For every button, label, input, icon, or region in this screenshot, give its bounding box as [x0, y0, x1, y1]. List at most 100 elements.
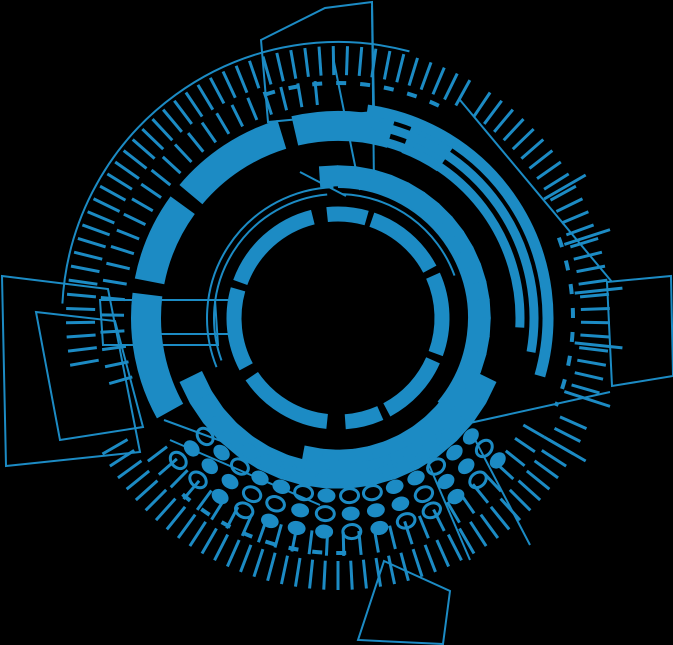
tick-ring-outer-tick-39: [407, 57, 419, 87]
tick-ring-inner-tick-41: [307, 530, 314, 555]
tick-ring-outer-tick-104: [165, 505, 187, 531]
tick-ring-outer-tick-67: [574, 371, 604, 381]
left-callout-panel: [0, 274, 142, 468]
tick-ring-outer-tick-1: [67, 346, 97, 353]
tick-ring-inner-tick-51: [157, 457, 178, 476]
tick-ring-inner-tick-35: [403, 520, 414, 545]
tick-ring-right-tick-1: [563, 228, 611, 246]
tick-ring-outer-tick-38: [395, 53, 406, 83]
tick-ring-outer-tick-96: [266, 552, 277, 582]
data-dot-matrix-dot-r1-c5: [361, 484, 383, 502]
data-dot-matrix-dot-r0-c3: [399, 454, 417, 470]
inner-core-ring: [226, 206, 450, 430]
tick-ring-outer-tick-58: [573, 250, 603, 261]
tick-ring-outer-tick-48: [511, 127, 535, 151]
data-dot-matrix-dot-r0-c12: [223, 429, 244, 449]
dashed-block-ring-block-16: [465, 332, 490, 355]
heavy-segmented-ring-seg-1: [134, 196, 195, 285]
data-dot-matrix-dot-r1-c3: [407, 470, 425, 486]
tick-ring-outer-tick-47: [502, 118, 525, 142]
tick-ring-outer-tick-28: [261, 56, 273, 85]
tick-ring-outer-tick-89: [361, 559, 368, 589]
tick-ring-outer-tick-11: [87, 210, 115, 225]
tick-ring-inner-tick-2: [101, 344, 127, 352]
tick-ring-outer-tick-9: [77, 237, 107, 249]
thin-guide-ring-outer: [206, 186, 470, 403]
tick-ring-outer-tick-46: [493, 108, 514, 133]
tick-ring-inner-tick-7: [106, 261, 131, 271]
data-dot-matrix-dot-r3-c5: [370, 520, 389, 536]
tick-ring-inner-tick-3: [100, 329, 125, 334]
data-dot-matrix-dot-r3-c8: [287, 520, 306, 536]
tick-ring-inner-tick-1: [104, 360, 129, 369]
tick-ring-inner-tick-11: [131, 197, 154, 213]
tick-ring-outer-tick-10: [81, 223, 111, 237]
data-dot-matrix-dot-r1-c11: [229, 457, 250, 476]
tick-ring-outer-tick-62: [580, 307, 610, 312]
tick-ring-outer-tick-79: [479, 513, 500, 539]
tick-ring-inner-tick-5: [100, 296, 125, 302]
thin-guide-ring-outer-seg-1: [337, 186, 470, 403]
tick-ring-outer-tick-66: [577, 358, 607, 367]
data-dot-matrix-dot-r3-c13: [168, 450, 188, 471]
tick-ring-outer-tick-90: [349, 560, 354, 590]
tick-ring-outer-tick-2: [66, 333, 96, 339]
tick-ring-right-tick-2: [574, 286, 623, 295]
left-inner-panel: [34, 310, 145, 442]
tick-ring-right-tick-0: [543, 173, 587, 201]
tick-ring-outer-tick-74: [525, 469, 551, 491]
tick-ring-outer-tick-111: [101, 438, 129, 456]
tick-ring-outer-tick-68: [571, 383, 600, 395]
tick-ring-inner-tick-16: [186, 132, 205, 153]
data-dot-matrix-dot-r3-c10: [234, 501, 255, 520]
tick-ring-inner-tick-21: [262, 91, 273, 116]
data-dot-matrix-dot-r1-c4: [385, 479, 404, 494]
bottom-segment-ring-block-16: [179, 370, 213, 404]
data-dot-matrix-dot-r3-c11: [211, 488, 229, 505]
tick-ring-outer-tick-18: [141, 127, 165, 151]
tick-ring-inner-tick-52: [146, 445, 168, 463]
data-dot-matrix-dot-r1-c6: [339, 487, 361, 505]
tick-ring-outer-tick-57: [569, 237, 599, 249]
tick-ring-outer-tick-44: [472, 91, 492, 118]
tick-ring-outer: [66, 46, 610, 590]
tick-ring-outer-tick-94: [293, 557, 302, 587]
tick-ring-right-tick-3: [574, 341, 623, 350]
tick-ring-outer-tick-61: [579, 292, 610, 299]
tick-ring-inner-tick-6: [102, 278, 127, 286]
data-dot-matrix-dot-r1-c13: [195, 426, 215, 447]
tick-ring-outer-tick-63: [580, 320, 610, 325]
tick-ring-outer-tick-95: [279, 555, 289, 585]
data-dot-matrix-dot-r3-c12: [188, 470, 208, 490]
tick-ring-outer-tick-7: [70, 264, 100, 274]
tick-ring-outer-tick-105: [154, 497, 177, 522]
tick-ring-outer-tick-52: [543, 172, 570, 191]
tick-ring-inner-tick-48: [195, 489, 213, 511]
data-dot-matrix-dot-r3-c2: [447, 488, 465, 505]
tick-ring-outer-tick-92: [322, 560, 327, 590]
tick-ring-right: [543, 173, 623, 463]
data-dot-matrix-dot-r2-c0: [474, 438, 494, 459]
inner-core-ring-seg-5: [245, 371, 329, 429]
tick-ring-inner-tick-36: [388, 525, 397, 550]
data-dot-matrix-dot-r2-c3: [413, 485, 435, 504]
thin-guide-ring-inner: [213, 193, 456, 361]
data-dot-matrix-dot-r0-c6: [339, 470, 358, 485]
data-dot-matrix-dot-r3-c1: [468, 470, 488, 490]
tick-ring-inner-tick-50: [169, 469, 189, 489]
tick-ring-inner-tick-0: [108, 375, 133, 386]
tick-ring-outer-tick-27: [248, 60, 261, 89]
tick-ring-outer-tick-40: [419, 61, 433, 91]
tick-ring-outer-tick-70: [553, 426, 582, 443]
data-dot-matrix-dot-r0-c1: [432, 429, 453, 449]
tick-ring-inner-tick-8: [110, 245, 135, 256]
tick-ring-outer-tick-98: [239, 544, 253, 573]
tick-ring-inner-tick-25: [522, 423, 545, 439]
dashed-thin-ring: [179, 81, 575, 555]
connector-br-2: [469, 429, 531, 546]
inner-core-ring-seg-1: [369, 212, 437, 273]
tick-ring-outer-tick-81: [458, 527, 476, 555]
data-dot-matrix-group: [168, 416, 506, 541]
tick-ring-outer-tick-37: [382, 50, 392, 80]
